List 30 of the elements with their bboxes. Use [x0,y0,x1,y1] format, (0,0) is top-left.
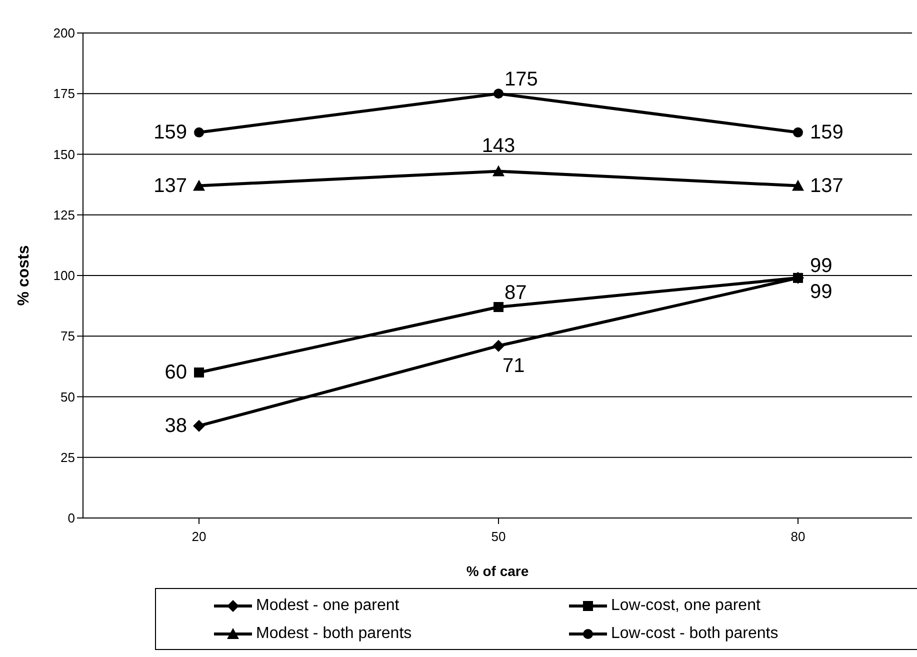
y-tick-label: 50 [60,389,75,404]
y-axis-title: % costs [16,245,33,306]
data-label: 99 [810,280,832,303]
y-tick-label: 200 [53,26,75,41]
legend-label: Low-cost, one parent [611,597,760,615]
y-tick-label: 100 [53,268,75,284]
legend-label: Low-cost - both parents [611,625,778,643]
x-tick-label: 50 [491,529,506,544]
legend-label: Modest - one parent [256,597,400,615]
data-label: 137 [154,174,187,197]
x-axis-title: % of care [466,563,529,579]
y-tick-label: 0 [68,510,75,526]
data-label: 99 [810,254,832,277]
data-label: 60 [164,362,187,384]
y-tick-label: 25 [60,450,75,465]
data-label: 38 [164,414,187,437]
data-label: 143 [482,135,516,158]
data-label: 137 [810,174,844,197]
y-tick-label: 125 [53,207,75,222]
data-label: 159 [154,121,187,144]
y-tick-label: 150 [53,146,75,162]
x-tick-label: 20 [192,529,206,544]
data-label: 159 [810,121,844,144]
y-tick-label: 75 [60,328,75,344]
data-label: 175 [504,68,538,91]
data-label: 71 [502,354,525,377]
data-label: 87 [504,282,527,304]
legend-label: Modest - both parents [256,625,412,643]
y-tick-label: 175 [53,86,75,102]
x-tick-label: 80 [790,529,806,544]
